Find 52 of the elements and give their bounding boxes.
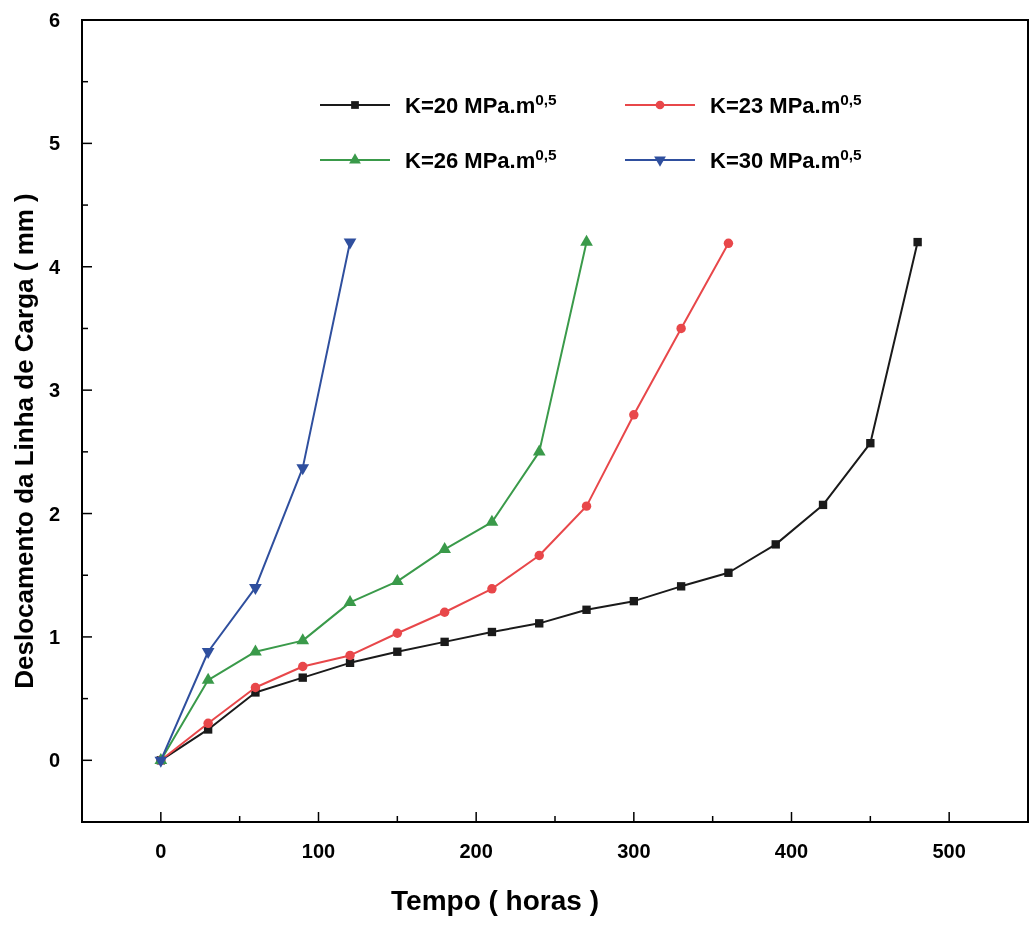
y-tick-label: 0 <box>48 749 60 772</box>
y-tick-label: 5 <box>48 132 60 155</box>
point <box>249 644 262 656</box>
legend-label: K=26 MPa.m$^{0,5}$ <box>405 145 558 173</box>
legend-label: K=20 MPa.m$^{0,5}$ <box>405 90 558 118</box>
point <box>296 633 310 645</box>
point <box>629 596 639 606</box>
point <box>535 619 544 628</box>
point <box>249 583 262 595</box>
x-tick-label: 100 <box>301 840 336 862</box>
y-tick-label: 6 <box>48 9 60 31</box>
point <box>818 500 828 510</box>
point <box>676 582 686 591</box>
point <box>581 501 592 511</box>
y-tick-label: 3 <box>48 379 60 402</box>
point <box>439 607 450 617</box>
y-axis-title: Deslocamento da Linha de Carga ( mm ) <box>9 193 39 689</box>
y-tick-label: 4 <box>48 255 61 278</box>
point <box>393 647 402 656</box>
point <box>343 595 357 607</box>
point <box>629 410 639 420</box>
point <box>532 444 546 456</box>
point <box>343 238 357 250</box>
point <box>345 650 355 661</box>
point <box>866 439 875 448</box>
point <box>724 568 733 577</box>
point <box>582 605 591 614</box>
point <box>390 574 404 586</box>
point <box>298 673 307 682</box>
y-tick-label: 2 <box>48 502 60 525</box>
x-tick-label: 500 <box>932 840 966 862</box>
point <box>487 627 497 637</box>
point <box>298 661 308 672</box>
legend-label: K=23 MPa.m$^{0,5}$ <box>710 90 863 118</box>
legend-label: K=30 MPa.m$^{0,5}$ <box>710 145 863 173</box>
x-tick-label: 300 <box>617 840 651 862</box>
point <box>534 550 544 561</box>
point <box>487 584 497 594</box>
x-tick-label: 400 <box>774 840 809 862</box>
point <box>771 540 780 549</box>
point <box>440 637 449 647</box>
point <box>201 672 215 684</box>
x-tick-label: 200 <box>459 840 493 862</box>
point <box>676 323 686 334</box>
point <box>723 238 734 249</box>
point <box>913 237 922 247</box>
point <box>392 628 403 638</box>
x-tick-label: 0 <box>155 840 167 862</box>
x-axis-title: Tempo ( horas ) <box>391 885 599 916</box>
y-tick-label: 1 <box>48 625 60 648</box>
point <box>250 682 261 693</box>
point <box>203 718 213 728</box>
